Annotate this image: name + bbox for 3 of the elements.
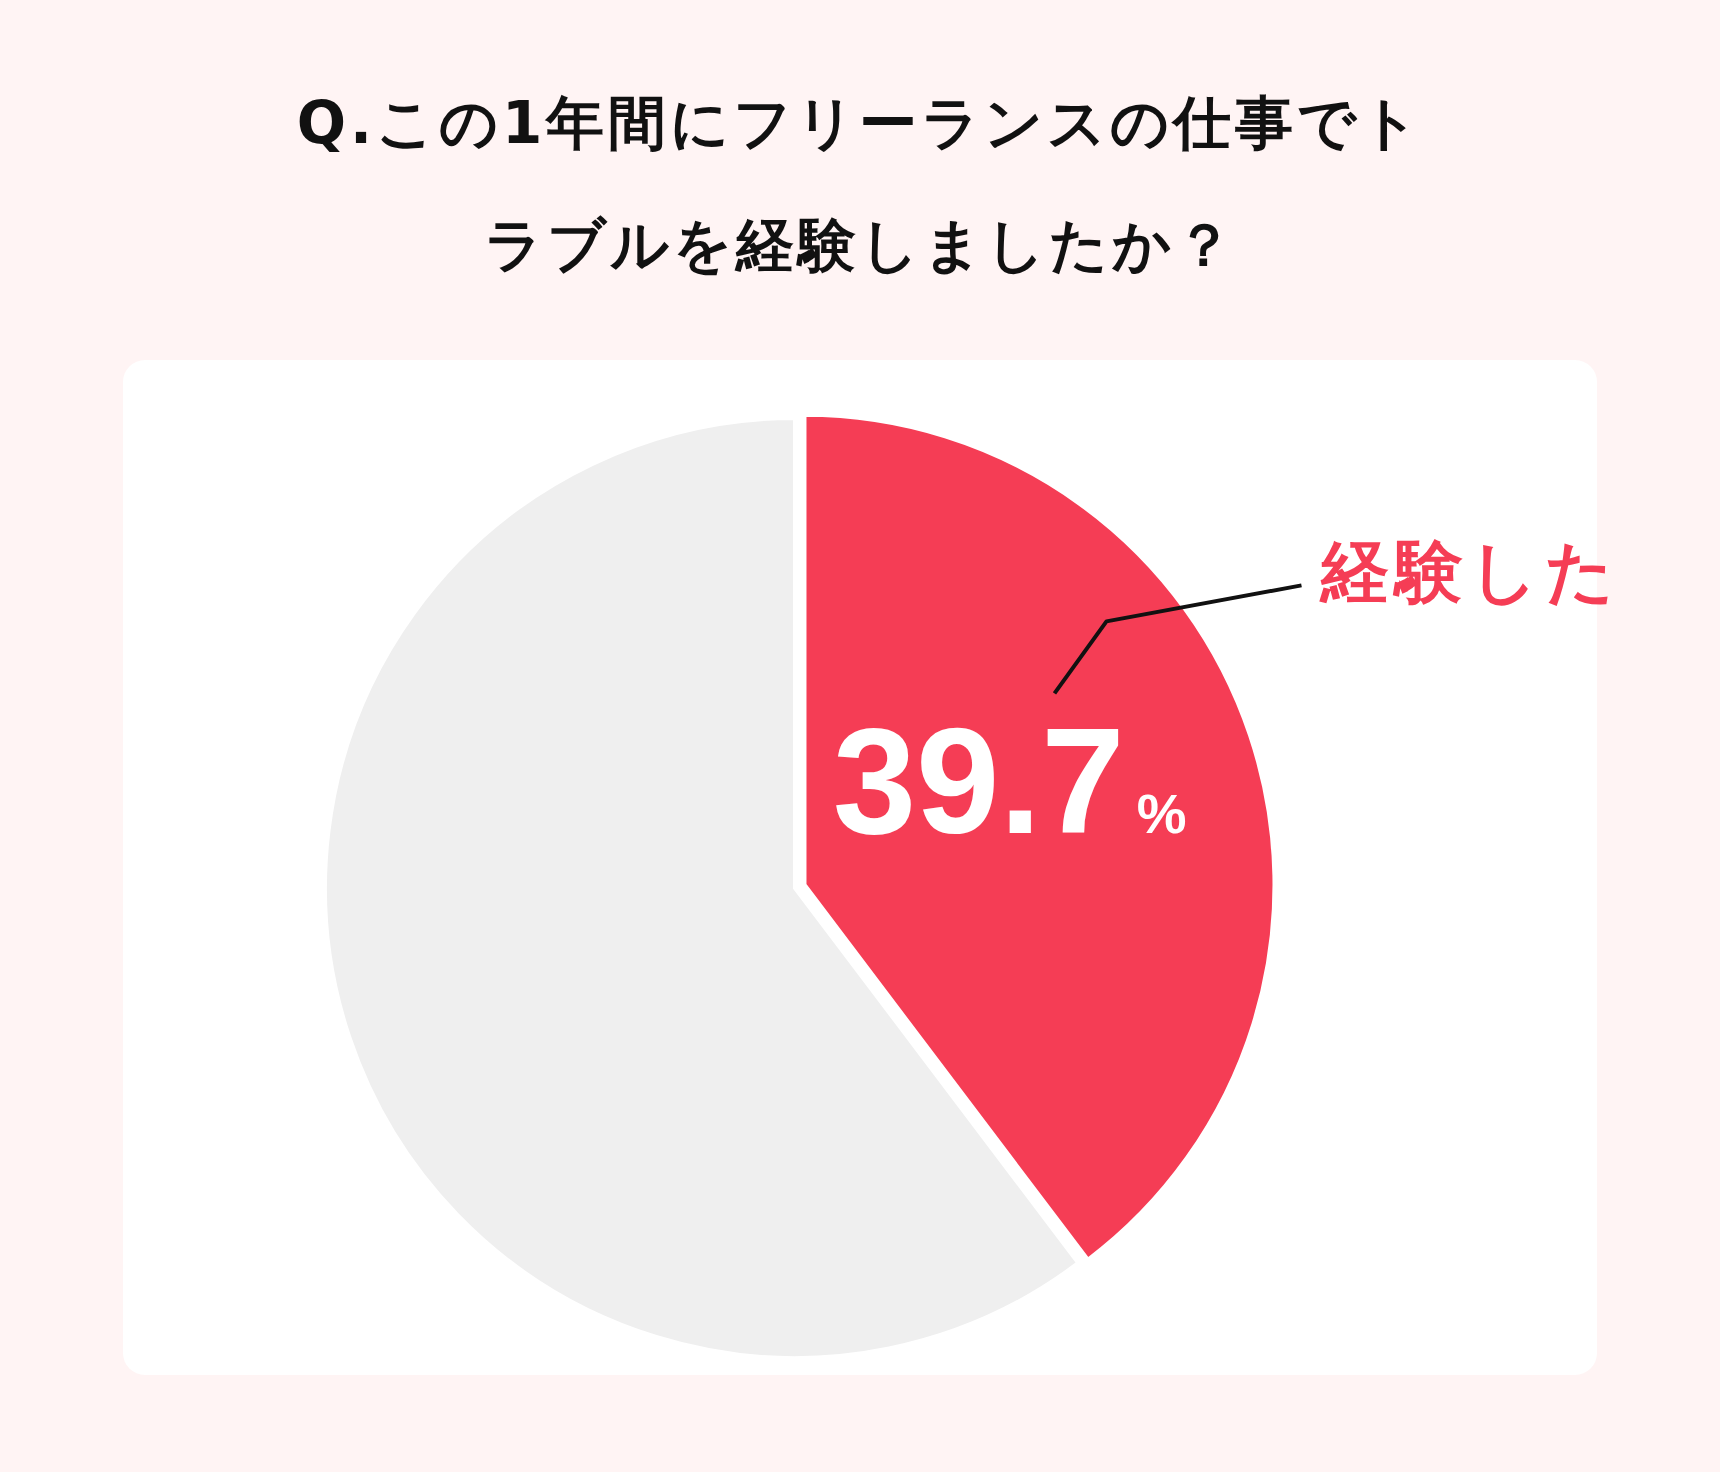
slice-label: 経験した	[1319, 532, 1622, 612]
data-label: 39.7%	[832, 696, 1187, 865]
chart-title: Q.この1年間にフリーランスの仕事でトラブルを経験しましたか？	[295, 88, 1425, 281]
